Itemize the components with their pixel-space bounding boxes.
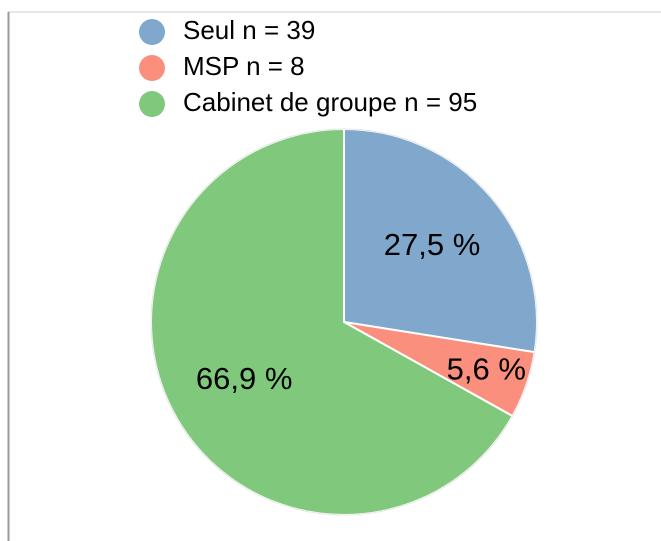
legend-label: Cabinet de groupe n = 95: [183, 87, 477, 117]
legend-label: Seul n = 39: [183, 15, 315, 45]
pie-outline: [150, 128, 538, 516]
slice-label: 5,6 %: [447, 351, 526, 386]
slice-label: 27,5 %: [384, 227, 481, 262]
legend-swatch: [139, 19, 165, 45]
legend-label: MSP n = 8: [183, 51, 305, 81]
slice-label: 66,9 %: [196, 361, 293, 396]
legend-swatch: [139, 55, 165, 81]
legend-swatch: [139, 91, 165, 117]
